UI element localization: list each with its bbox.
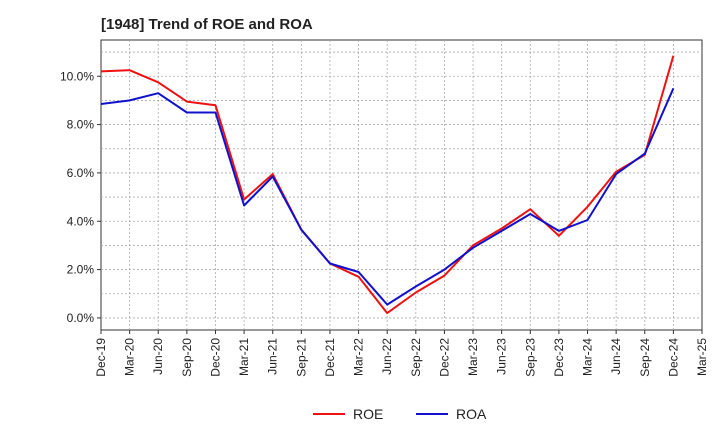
x-tick-label: Dec-22	[437, 338, 451, 377]
x-tick-label: Sep-24	[638, 338, 652, 377]
x-tick-label: Dec-24	[666, 338, 680, 377]
x-tick-label: Sep-21	[294, 338, 308, 377]
x-tick-label: Sep-22	[409, 338, 423, 377]
x-tick-label: Mar-21	[237, 338, 251, 376]
x-tick-label: Mar-23	[466, 338, 480, 376]
x-tick-label: Mar-20	[123, 338, 137, 376]
legend-label-roa: ROA	[456, 406, 487, 422]
x-tick-label: Jun-20	[151, 338, 165, 375]
y-tick-label: 8.0%	[67, 118, 95, 132]
x-tick-label: Mar-25	[695, 338, 709, 376]
x-tick-label: Sep-20	[180, 338, 194, 377]
y-tick-label: 4.0%	[67, 214, 95, 228]
x-tick-label: Dec-19	[94, 338, 108, 377]
y-tick-label: 6.0%	[67, 166, 95, 180]
legend-label-roe: ROE	[353, 406, 383, 422]
x-tick-label: Dec-20	[208, 338, 222, 377]
x-tick-label: Dec-23	[552, 338, 566, 377]
series-line-roa	[100, 87, 675, 306]
series-line-roe	[100, 55, 675, 315]
x-tick-label: Mar-24	[581, 338, 595, 376]
x-tick-label: Jun-24	[609, 338, 623, 375]
x-tick-label: Jun-22	[380, 338, 394, 375]
chart-title: [1948] Trend of ROE and ROA	[101, 16, 313, 33]
x-tick-label: Sep-23	[523, 338, 537, 377]
plot-area	[100, 39, 703, 331]
x-tick-label: Dec-21	[323, 338, 337, 377]
y-tick-label: 2.0%	[67, 263, 95, 277]
y-tick-label: 0.0%	[67, 311, 95, 325]
y-tick-label: 10.0%	[60, 69, 94, 83]
x-tick-label: Jun-23	[495, 338, 509, 375]
x-tick-label: Mar-22	[352, 338, 366, 376]
x-tick-label: Jun-21	[266, 338, 280, 375]
